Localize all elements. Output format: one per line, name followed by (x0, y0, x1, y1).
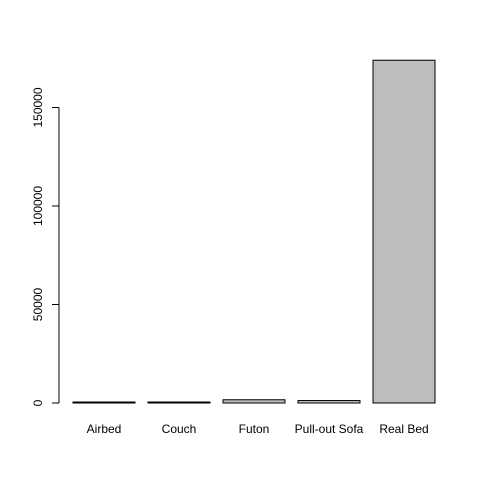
y-tick-label: 100000 (31, 186, 45, 226)
bar-pull-out-sofa (297, 400, 361, 404)
x-tick-label: Couch (162, 422, 197, 436)
y-axis: 0 50000 100000 150000 (31, 87, 60, 406)
y-tick-label: 150000 (31, 87, 45, 127)
x-tick-label: Airbed (87, 422, 122, 436)
x-tick-label: Pull-out Sofa (295, 422, 364, 436)
y-tick-label: 0 (31, 399, 45, 406)
x-tick-label: Futon (239, 422, 270, 436)
bar-airbed (72, 401, 136, 404)
x-tick-label: Real Bed (379, 422, 428, 436)
x-axis-labels: Airbed Couch Futon Pull-out Sofa Real Bed (87, 422, 429, 436)
y-tick-label: 50000 (31, 287, 45, 321)
bar-couch (147, 401, 211, 404)
bars-group (72, 59, 436, 404)
bar-futon (222, 399, 286, 404)
bar-real-bed (372, 59, 436, 404)
